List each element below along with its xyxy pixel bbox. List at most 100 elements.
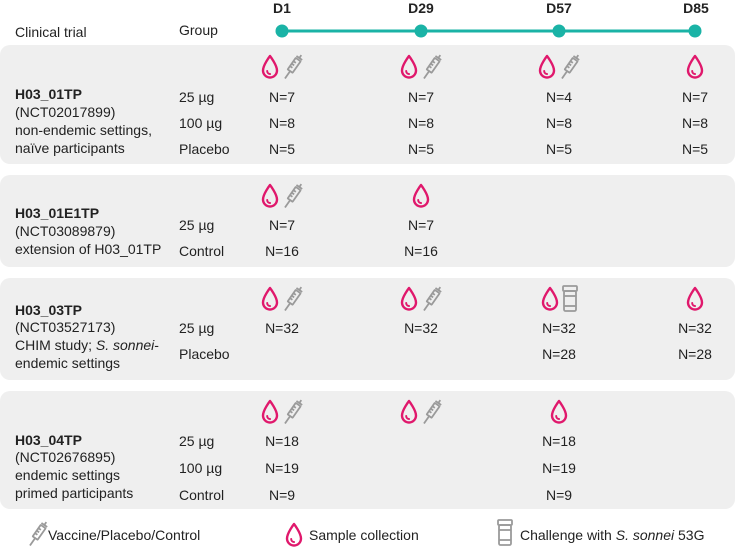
trial-panel-1 (0, 45, 735, 164)
syringe-icon (281, 52, 305, 87)
drop-icon (549, 399, 569, 430)
legend-syringe-icon-slot (26, 519, 50, 554)
challenge-icon (496, 519, 514, 552)
drop-icon (537, 54, 557, 85)
n-value: N=19 (265, 460, 299, 476)
day-label-d85: D85 (683, 0, 709, 16)
description-hyphen: - (154, 337, 159, 353)
n-value: N=9 (545, 487, 573, 503)
timeline (275, 24, 702, 38)
drop-icon (399, 286, 419, 317)
timeline-dot-d85 (688, 24, 702, 38)
n-value: N=32 (678, 320, 712, 336)
n-value: N=18 (265, 433, 299, 449)
drop-icon (685, 286, 705, 317)
group-label: 25 µg (179, 217, 215, 233)
legend-vaccine-label: Vaccine/Placebo/Control (48, 527, 201, 543)
syringe-icon (26, 519, 50, 554)
trial-panel-3 (0, 278, 735, 380)
drop-icon (685, 54, 705, 85)
timeline-dot-d29 (414, 24, 428, 38)
n-value: N=16 (404, 243, 438, 259)
n-value: N=8 (681, 115, 709, 131)
drop-icon (260, 183, 280, 214)
legend-challenge-icon-slot (496, 519, 514, 552)
trial-title: H03_03TP (15, 302, 82, 318)
n-value: N=7 (681, 89, 709, 105)
n-value: N=32 (265, 320, 299, 336)
day-label-d1: D1 (273, 0, 291, 16)
legend-sample-label: Sample collection (309, 527, 419, 543)
trial-title: H03_04TP (15, 432, 82, 448)
challenge-icon (561, 285, 579, 318)
group-label: 25 µg (179, 433, 215, 449)
group-label: 25 µg (179, 320, 215, 336)
group-label: Placebo (179, 346, 230, 362)
legend-challenge-label: Challenge with S. sonnei 53G (520, 527, 704, 543)
trial-description: primed participants (15, 485, 134, 501)
trial-panel-4 (0, 391, 735, 509)
drop-icon (399, 54, 419, 85)
n-value: N=8 (407, 115, 435, 131)
drop-icon (260, 399, 280, 430)
group-label: Control (179, 243, 225, 259)
n-value: N=7 (268, 217, 296, 233)
n-value: N=5 (681, 141, 709, 157)
trial-panel-2 (0, 175, 735, 267)
n-value: N=8 (545, 115, 573, 131)
trial-description: endemic settings (15, 355, 121, 371)
trial-description: CHIM study; S. sonnei- (15, 336, 159, 355)
drop-icon (284, 522, 304, 553)
syringe-icon (281, 181, 305, 216)
n-value: N=7 (407, 89, 435, 105)
n-value: N=32 (404, 320, 438, 336)
drop-icon (540, 286, 560, 317)
n-value: N=5 (407, 141, 435, 157)
group-label: Placebo (179, 141, 230, 157)
group-label: 100 µg (179, 115, 223, 131)
legend-challenge-strain: 53G (674, 527, 705, 543)
day-label-d57: D57 (546, 0, 572, 16)
trial-description: endemic settings (15, 467, 121, 483)
legend-drop-icon-slot (284, 522, 304, 553)
syringe-icon (420, 52, 444, 87)
n-value: N=28 (542, 346, 576, 362)
n-value: N=28 (678, 346, 712, 362)
legend-challenge-text: Challenge with (520, 527, 616, 543)
clinical-trial-header: Clinical trial (15, 24, 87, 40)
syringe-icon (281, 397, 305, 432)
syringe-icon (420, 397, 444, 432)
n-value: N=8 (268, 115, 296, 131)
trial-nct: (NCT03527173) (15, 319, 116, 335)
trial-description: extension of H03_01TP (15, 241, 162, 257)
n-value: N=16 (265, 243, 299, 259)
trial-nct: (NCT02676895) (15, 449, 116, 465)
syringe-icon (420, 284, 444, 319)
trial-description: naïve participants (15, 140, 125, 156)
drop-icon (399, 399, 419, 430)
syringe-icon (281, 284, 305, 319)
legend-challenge-species: S. sonnei (615, 527, 675, 543)
group-label: 100 µg (179, 460, 223, 476)
n-value: N=7 (407, 217, 435, 233)
day-label-d29: D29 (408, 0, 434, 16)
group-label: Control (179, 487, 225, 503)
n-value: N=5 (268, 141, 296, 157)
group-label: 25 µg (179, 89, 215, 105)
trial-nct: (NCT03089879) (15, 223, 116, 239)
n-value: N=5 (545, 141, 573, 157)
drop-icon (260, 54, 280, 85)
n-value: N=19 (542, 460, 576, 476)
n-value: N=18 (542, 433, 576, 449)
species-name: S. sonnei (95, 337, 155, 353)
n-value: N=7 (268, 89, 296, 105)
n-value: N=4 (545, 89, 573, 105)
trial-description: non-endemic settings, (15, 122, 152, 138)
n-value: N=9 (268, 487, 296, 503)
drop-icon (260, 286, 280, 317)
group-header: Group (179, 22, 218, 38)
n-value: N=32 (542, 320, 576, 336)
timeline-dot-d57 (552, 24, 566, 38)
trial-nct: (NCT02017899) (15, 104, 116, 120)
drop-icon (411, 183, 431, 214)
